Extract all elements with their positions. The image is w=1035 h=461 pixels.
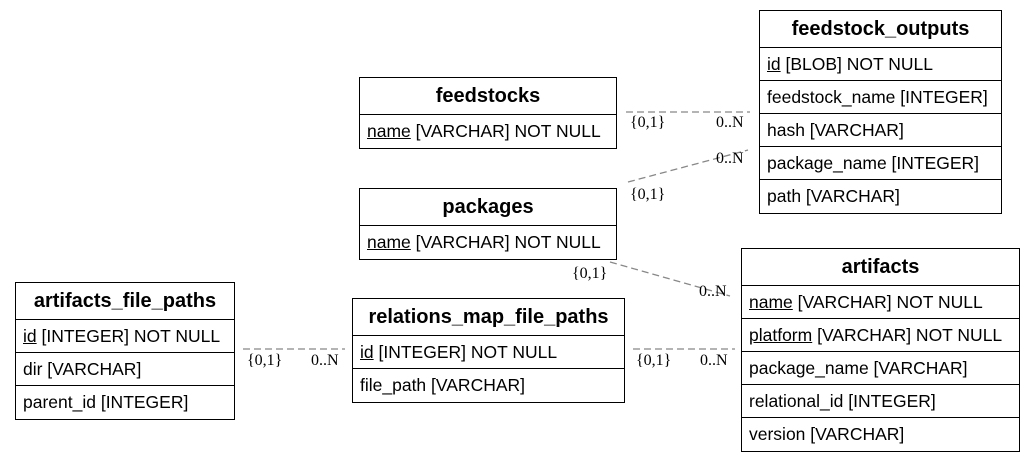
column-type: [INTEGER] NOT NULL xyxy=(373,342,558,362)
entity-feedstock-outputs: feedstock_outputs id [BLOB] NOT NULL fee… xyxy=(759,10,1002,214)
entity-column: hash [VARCHAR] xyxy=(760,114,1001,147)
entity-column: id [INTEGER] NOT NULL xyxy=(16,320,234,353)
cardinality-label: 0..N xyxy=(699,283,727,300)
entity-column: id [INTEGER] NOT NULL xyxy=(353,336,624,369)
entity-packages: packages name [VARCHAR] NOT NULL xyxy=(359,188,617,260)
cardinality-label: {0,1} xyxy=(572,265,608,282)
entity-column: file_path [VARCHAR] xyxy=(360,375,526,395)
column-type: [BLOB] NOT NULL xyxy=(780,54,933,74)
cardinality-label: 0..N xyxy=(700,352,728,369)
primary-key: name xyxy=(749,292,793,312)
column-type: [VARCHAR] NOT NULL xyxy=(410,121,601,141)
entity-feedstocks: feedstocks name [VARCHAR] NOT NULL xyxy=(359,77,617,149)
column-type: [VARCHAR] NOT NULL xyxy=(792,292,983,312)
cardinality-label: {0,1} xyxy=(247,352,283,369)
entity-title: artifacts xyxy=(742,249,1019,286)
cardinality-label: {0,1} xyxy=(630,114,666,131)
column-type: [VARCHAR] NOT NULL xyxy=(410,232,601,252)
primary-key: id xyxy=(767,54,781,74)
entity-column: name [VARCHAR] NOT NULL xyxy=(360,226,616,259)
primary-key: id xyxy=(360,342,374,362)
entity-title: packages xyxy=(360,189,616,226)
relationship-line-packages-feedstock-outputs xyxy=(627,149,749,183)
entity-title: artifacts_file_paths xyxy=(16,283,234,320)
primary-key: platform xyxy=(749,325,813,345)
entity-column: name [VARCHAR] NOT NULL xyxy=(360,115,616,148)
entity-column: version [VARCHAR] xyxy=(749,424,905,444)
cardinality-label: 0..N xyxy=(311,352,339,369)
entity-column: relational_id [INTEGER] xyxy=(742,385,1019,418)
entity-artifacts-file-paths: artifacts_file_paths id [INTEGER] NOT NU… xyxy=(15,282,235,420)
entity-column: platform [VARCHAR] NOT NULL xyxy=(742,319,1019,352)
cardinality-label: {0,1} xyxy=(636,352,672,369)
entity-artifacts: artifacts name [VARCHAR] NOT NULL platfo… xyxy=(741,248,1020,452)
entity-column: id [BLOB] NOT NULL xyxy=(760,48,1001,81)
column-type: [INTEGER] NOT NULL xyxy=(36,326,221,346)
cardinality-label: {0,1} xyxy=(630,186,666,203)
entity-column: package_name [INTEGER] xyxy=(760,147,1001,180)
cardinality-label: 0..N xyxy=(716,150,744,167)
primary-key: name xyxy=(367,232,411,252)
entity-column: feedstock_name [INTEGER] xyxy=(760,81,1001,114)
entity-relations-map-file-paths: relations_map_file_paths id [INTEGER] NO… xyxy=(352,298,625,403)
relationship-line-packages-artifacts xyxy=(609,261,731,297)
primary-key: name xyxy=(367,121,411,141)
primary-key: id xyxy=(23,326,37,346)
entity-column: name [VARCHAR] NOT NULL xyxy=(742,286,1019,319)
entity-column: dir [VARCHAR] xyxy=(16,353,234,386)
entity-column: package_name [VARCHAR] xyxy=(742,352,1019,385)
entity-title: relations_map_file_paths xyxy=(353,299,624,336)
entity-column: path [VARCHAR] xyxy=(767,186,900,206)
entity-column: parent_id [INTEGER] xyxy=(23,392,189,412)
entity-title: feedstock_outputs xyxy=(760,11,1001,48)
cardinality-label: 0..N xyxy=(716,114,744,131)
column-type: [VARCHAR] NOT NULL xyxy=(812,325,1003,345)
entity-title: feedstocks xyxy=(360,78,616,115)
